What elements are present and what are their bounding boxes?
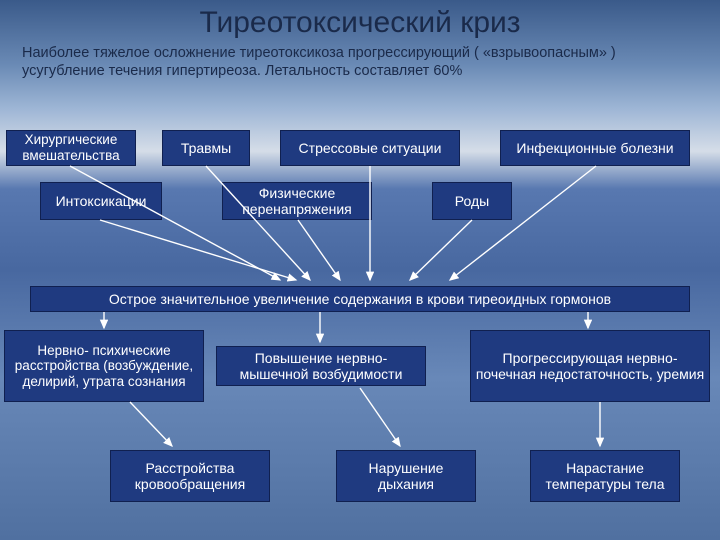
cause-infection: Инфекционные болезни [500,130,690,166]
page-title: Тиреотоксический криз [0,0,720,40]
effect-renal: Прогрессирующая нервно-почечная недостат… [470,330,710,402]
center-effect: Острое значительное увеличение содержани… [30,286,690,312]
cause-stress: Стрессовые ситуации [280,130,460,166]
effect-breathing: Нарушение дыхания [336,450,476,502]
cause-intoxication: Интоксикации [40,182,162,220]
subtitle-text: Наиболее тяжелое осложнение тиреотоксико… [0,40,720,82]
effect-neuro: Нервно- психические расстройства (возбуж… [4,330,204,402]
effect-muscle: Повышение нервно-мышечной возбудимости [216,346,426,386]
effect-temperature: Нарастание температуры тела [530,450,680,502]
cause-labor: Роды [432,182,512,220]
effect-circulation: Расстройства кровообращения [110,450,270,502]
cause-trauma: Травмы [162,130,250,166]
cause-surgery: Хирургические вмешательства [6,130,136,166]
cause-physical: Физические перенапряжения [222,182,372,220]
